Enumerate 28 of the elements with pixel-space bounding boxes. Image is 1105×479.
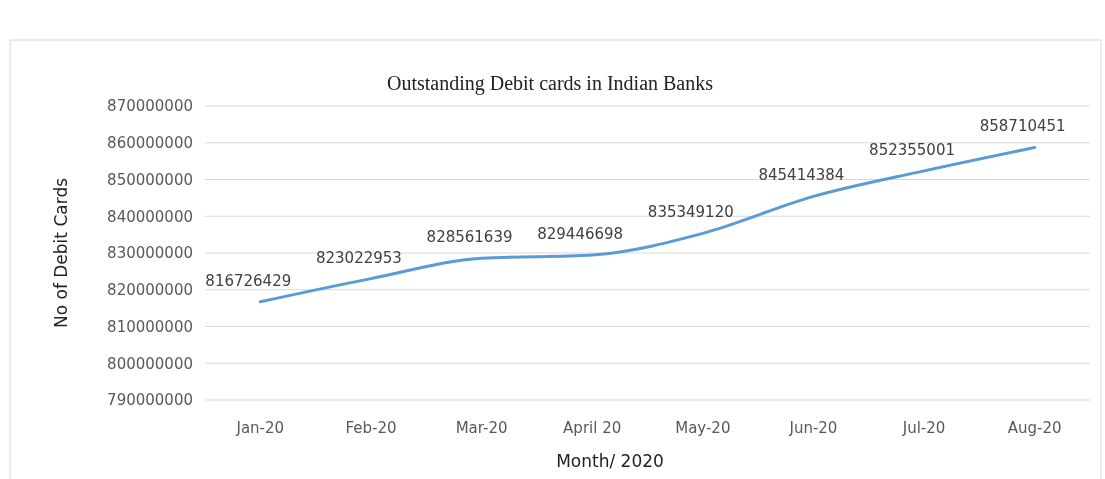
data-label: 828561639 (426, 228, 513, 247)
x-tick-label: Jun-20 (788, 419, 838, 437)
x-tick-label: April 20 (563, 419, 622, 437)
y-tick-label: 840000000 (107, 207, 193, 226)
x-tick-label: Aug-20 (1007, 419, 1062, 437)
data-label: 823022953 (315, 248, 402, 267)
y-tick-label: 800000000 (107, 354, 193, 373)
y-tick-label: 850000000 (107, 170, 193, 189)
y-tick-label: 790000000 (107, 391, 193, 410)
chart-title: Outstanding Debit cards in Indian Banks (386, 72, 714, 95)
data-label: 845414384 (758, 166, 845, 185)
data-label: 858710451 (979, 117, 1066, 136)
x-tick-label: May-20 (675, 419, 731, 437)
y-tick-label: 810000000 (107, 317, 193, 336)
x-tick-label: Jul-20 (901, 419, 946, 437)
y-tick-label: 870000000 (107, 97, 193, 116)
x-tick-label: Feb-20 (345, 419, 397, 437)
x-tick-label: Jan-20 (235, 419, 285, 437)
y-tick-label: 820000000 (107, 281, 193, 299)
y-tick-label: 830000000 (107, 244, 193, 263)
y-tick-label: 860000000 (107, 134, 193, 152)
x-tick-label: Mar-20 (455, 419, 508, 437)
data-label: 852355001 (869, 140, 956, 159)
data-label: 816726429 (205, 271, 292, 290)
data-label: 835349120 (647, 203, 734, 222)
x-axis-title: Month/ 2020 (556, 451, 664, 471)
y-axis-title: No of Debit Cards (51, 177, 71, 329)
data-label: 829446698 (537, 225, 624, 244)
